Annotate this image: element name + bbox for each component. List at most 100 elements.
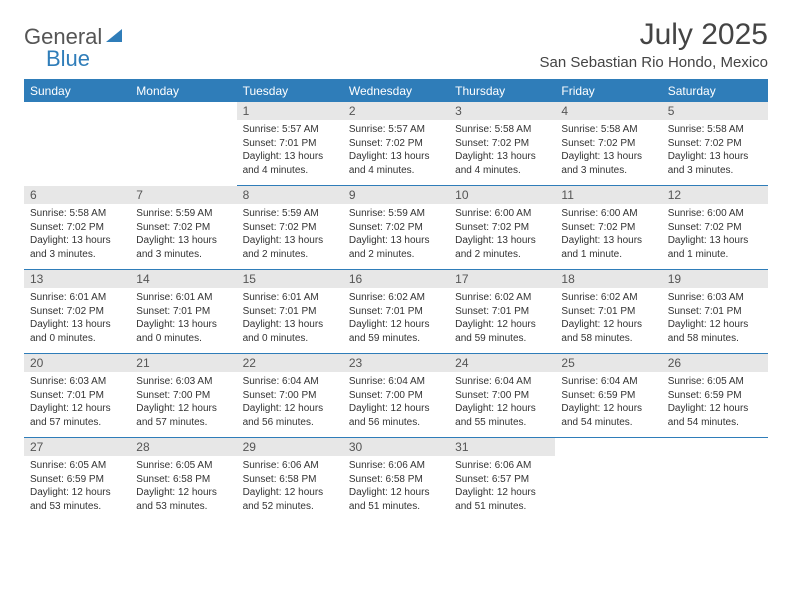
day-number: 8 <box>237 186 343 204</box>
day-cell: 1Sunrise: 5:57 AMSunset: 7:01 PMDaylight… <box>237 102 343 186</box>
month-title: July 2025 <box>540 18 768 52</box>
day-number: 26 <box>662 354 768 372</box>
sunrise-line: Sunrise: 6:00 AM <box>561 207 655 221</box>
day-cell: 11Sunrise: 6:00 AMSunset: 7:02 PMDayligh… <box>555 186 661 270</box>
day-number: 29 <box>237 438 343 456</box>
day-data: Sunrise: 6:02 AMSunset: 7:01 PMDaylight:… <box>555 288 661 351</box>
day-cell: 15Sunrise: 6:01 AMSunset: 7:01 PMDayligh… <box>237 270 343 354</box>
sunrise-line: Sunrise: 5:57 AM <box>349 123 443 137</box>
day-cell: 9Sunrise: 5:59 AMSunset: 7:02 PMDaylight… <box>343 186 449 270</box>
day-data: Sunrise: 6:05 AMSunset: 6:58 PMDaylight:… <box>130 456 236 519</box>
daylight-line-1: Daylight: 13 hours <box>668 234 762 248</box>
week-row: 1Sunrise: 5:57 AMSunset: 7:01 PMDaylight… <box>24 102 768 186</box>
sunrise-line: Sunrise: 6:04 AM <box>455 375 549 389</box>
daylight-line-2: and 2 minutes. <box>455 248 549 262</box>
day-data: Sunrise: 6:00 AMSunset: 7:02 PMDaylight:… <box>555 204 661 267</box>
day-cell: 12 Sunrise: 6:00 AMSunset: 7:02 PMDayligh… <box>662 186 768 270</box>
daylight-line-2: and 3 minutes. <box>30 248 124 262</box>
day-cell: 5Sunrise: 5:58 AMSunset: 7:02 PMDaylight… <box>662 102 768 186</box>
sunset-line: Sunset: 6:57 PM <box>455 473 549 487</box>
dow-header: Tuesday <box>237 80 343 102</box>
day-cell: 10Sunrise: 6:00 AMSunset: 7:02 PMDayligh… <box>449 186 555 270</box>
day-number: 3 <box>449 102 555 120</box>
day-data: Sunrise: 6:04 AMSunset: 6:59 PMDaylight:… <box>555 372 661 435</box>
sunset-line: Sunset: 6:59 PM <box>30 473 124 487</box>
day-number: 11 <box>555 186 661 204</box>
daylight-line-1: Daylight: 13 hours <box>349 150 443 164</box>
daylight-line-1: Daylight: 12 hours <box>349 486 443 500</box>
daylight-line-1: Daylight: 12 hours <box>349 318 443 332</box>
sunset-line: Sunset: 7:01 PM <box>561 305 655 319</box>
sunrise-line: Sunrise: 6:06 AM <box>349 459 443 473</box>
day-cell <box>662 438 768 522</box>
day-data: Sunrise: 5:59 AMSunset: 7:02 PMDaylight:… <box>343 204 449 267</box>
daylight-line-2: and 56 minutes. <box>243 416 337 430</box>
sunrise-line: Sunrise: 6:05 AM <box>668 375 762 389</box>
day-data: Sunrise: 5:57 AMSunset: 7:01 PMDaylight:… <box>237 120 343 183</box>
day-number: 5 <box>662 102 768 120</box>
sunrise-line: Sunrise: 6:02 AM <box>455 291 549 305</box>
sunset-line: Sunset: 7:01 PM <box>455 305 549 319</box>
daylight-line-2: and 3 minutes. <box>561 164 655 178</box>
day-cell: 24Sunrise: 6:04 AMSunset: 7:00 PMDayligh… <box>449 354 555 438</box>
day-data: Sunrise: 6:00 AMSunset: 7:02 PMDaylight:… <box>449 204 555 267</box>
daylight-line-1: Daylight: 12 hours <box>455 318 549 332</box>
sunrise-line: Sunrise: 5:58 AM <box>30 207 124 221</box>
sunset-line: Sunset: 7:02 PM <box>243 221 337 235</box>
sunrise-line: Sunrise: 6:05 AM <box>30 459 124 473</box>
sunrise-line: Sunrise: 6:04 AM <box>561 375 655 389</box>
sunset-line: Sunset: 6:58 PM <box>243 473 337 487</box>
daylight-line-1: Daylight: 13 hours <box>455 150 549 164</box>
day-number: 9 <box>343 186 449 204</box>
daylight-line-2: and 4 minutes. <box>349 164 443 178</box>
title-block: July 2025 San Sebastian Rio Hondo, Mexic… <box>540 18 768 71</box>
location: San Sebastian Rio Hondo, Mexico <box>540 54 768 71</box>
page: General July 2025 San Sebastian Rio Hond… <box>0 0 792 540</box>
sunset-line: Sunset: 6:58 PM <box>349 473 443 487</box>
day-data: Sunrise: 5:58 AMSunset: 7:02 PMDaylight:… <box>555 120 661 183</box>
daylight-line-2: and 3 minutes. <box>136 248 230 262</box>
day-cell: 7Sunrise: 5:59 AMSunset: 7:02 PMDaylight… <box>130 186 236 270</box>
daylight-line-2: and 56 minutes. <box>349 416 443 430</box>
sunrise-line: Sunrise: 6:00 AM <box>668 207 762 221</box>
weeks-container: 1Sunrise: 5:57 AMSunset: 7:01 PMDaylight… <box>24 102 768 522</box>
sunrise-line: Sunrise: 6:01 AM <box>243 291 337 305</box>
sunrise-line: Sunrise: 6:03 AM <box>136 375 230 389</box>
daylight-line-1: Daylight: 13 hours <box>455 234 549 248</box>
daylight-line-1: Daylight: 12 hours <box>349 402 443 416</box>
day-number: 2 <box>343 102 449 120</box>
day-number: 15 <box>237 270 343 288</box>
sunset-line: Sunset: 7:00 PM <box>136 389 230 403</box>
day-number: 10 <box>449 186 555 204</box>
daylight-line-2: and 59 minutes. <box>349 332 443 346</box>
daylight-line-1: Daylight: 13 hours <box>243 150 337 164</box>
daylight-line-1: Daylight: 13 hours <box>243 234 337 248</box>
daylight-line-1: Daylight: 12 hours <box>30 402 124 416</box>
day-number: 12 <box>662 186 768 204</box>
daylight-line-2: and 53 minutes. <box>136 500 230 514</box>
day-cell: 18Sunrise: 6:02 AMSunset: 7:01 PMDayligh… <box>555 270 661 354</box>
day-number: 30 <box>343 438 449 456</box>
daylight-line-1: Daylight: 12 hours <box>243 402 337 416</box>
daylight-line-2: and 0 minutes. <box>136 332 230 346</box>
daylight-line-2: and 4 minutes. <box>243 164 337 178</box>
day-cell: 6Sunrise: 5:58 AMSunset: 7:02 PMDaylight… <box>24 186 130 270</box>
sunset-line: Sunset: 7:02 PM <box>561 137 655 151</box>
day-data: Sunrise: 5:59 AMSunset: 7:02 PMDaylight:… <box>237 204 343 267</box>
daylight-line-2: and 57 minutes. <box>136 416 230 430</box>
day-data: Sunrise: 6:06 AMSunset: 6:57 PMDaylight:… <box>449 456 555 519</box>
daylight-line-2: and 1 minute. <box>668 248 762 262</box>
daylight-line-1: Daylight: 12 hours <box>136 402 230 416</box>
sunrise-line: Sunrise: 6:03 AM <box>668 291 762 305</box>
sunrise-line: Sunrise: 6:04 AM <box>349 375 443 389</box>
sunset-line: Sunset: 7:02 PM <box>668 221 762 235</box>
daylight-line-2: and 58 minutes. <box>668 332 762 346</box>
sunrise-line: Sunrise: 6:02 AM <box>561 291 655 305</box>
sunrise-line: Sunrise: 5:57 AM <box>243 123 337 137</box>
dow-header: Saturday <box>662 80 768 102</box>
sunrise-line: Sunrise: 6:02 AM <box>349 291 443 305</box>
day-number: 28 <box>130 438 236 456</box>
day-number: 4 <box>555 102 661 120</box>
dow-header: Friday <box>555 80 661 102</box>
sunset-line: Sunset: 7:01 PM <box>349 305 443 319</box>
